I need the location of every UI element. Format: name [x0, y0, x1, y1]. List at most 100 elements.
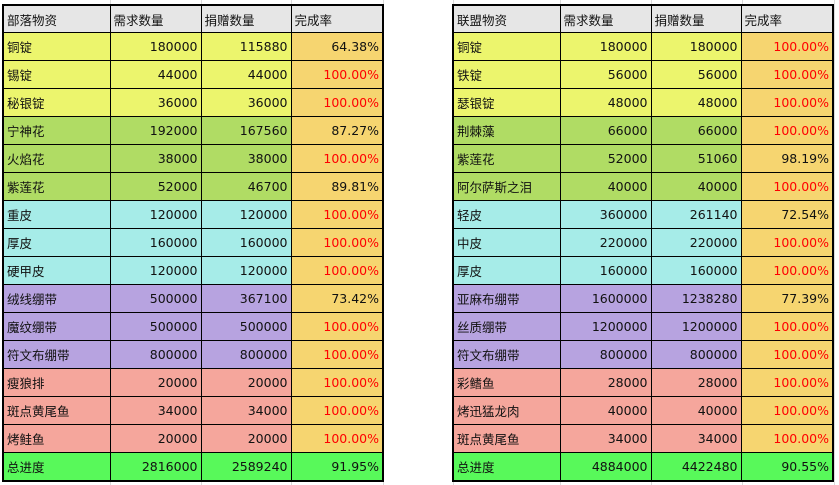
rate-cell[interactable]: 100.00% — [740, 60, 834, 89]
item-name-cell[interactable]: 铁锭 — [452, 60, 561, 89]
demand-cell[interactable]: 52000 — [559, 144, 652, 173]
donated-cell[interactable]: 66000 — [650, 116, 742, 145]
item-name-cell[interactable]: 紫莲花 — [2, 172, 111, 201]
demand-cell[interactable]: 220000 — [559, 228, 652, 257]
demand-cell[interactable]: 180000 — [559, 32, 652, 61]
donated-cell[interactable]: 1238280 — [650, 284, 742, 313]
demand-cell[interactable]: 36000 — [109, 88, 202, 117]
donated-cell[interactable]: 220000 — [650, 228, 742, 257]
item-name-cell[interactable]: 轻皮 — [452, 200, 561, 229]
rate-cell[interactable]: 90.55% — [740, 452, 834, 482]
rate-cell[interactable]: 91.95% — [290, 452, 384, 482]
rate-cell[interactable]: 100.00% — [740, 172, 834, 201]
rate-cell[interactable]: 100.00% — [740, 340, 834, 369]
rate-cell[interactable]: 100.00% — [290, 88, 384, 117]
rate-cell[interactable]: 100.00% — [290, 312, 384, 341]
donated-cell[interactable]: 34000 — [200, 396, 292, 425]
rate-cell[interactable]: 100.00% — [740, 88, 834, 117]
item-name-cell[interactable]: 斑点黄尾鱼 — [2, 396, 111, 425]
demand-cell[interactable]: 40000 — [559, 172, 652, 201]
demand-cell[interactable]: 160000 — [559, 256, 652, 285]
demand-cell[interactable]: 56000 — [559, 60, 652, 89]
item-name-cell[interactable]: 硬甲皮 — [2, 256, 111, 285]
item-name-cell[interactable]: 阿尔萨斯之泪 — [452, 172, 561, 201]
rate-cell[interactable]: 77.39% — [740, 284, 834, 313]
item-name-cell[interactable]: 魔纹绷带 — [2, 312, 111, 341]
demand-cell[interactable]: 20000 — [109, 424, 202, 453]
rate-cell[interactable]: 100.00% — [740, 32, 834, 61]
item-name-cell[interactable]: 符文布绷带 — [2, 340, 111, 369]
donated-cell[interactable]: 115880 — [200, 32, 292, 61]
item-name-cell[interactable]: 厚皮 — [452, 256, 561, 285]
item-name-cell[interactable]: 符文布绷带 — [452, 340, 561, 369]
donated-cell[interactable]: 160000 — [650, 256, 742, 285]
demand-cell[interactable]: 20000 — [109, 368, 202, 397]
column-header[interactable]: 完成率 — [740, 4, 834, 33]
rate-cell[interactable]: 100.00% — [290, 340, 384, 369]
demand-cell[interactable]: 120000 — [109, 200, 202, 229]
rate-cell[interactable]: 100.00% — [290, 60, 384, 89]
item-name-cell[interactable]: 荆棘藻 — [452, 116, 561, 145]
donated-cell[interactable]: 38000 — [200, 144, 292, 173]
demand-cell[interactable]: 500000 — [109, 312, 202, 341]
donated-cell[interactable]: 36000 — [200, 88, 292, 117]
item-name-cell[interactable]: 中皮 — [452, 228, 561, 257]
donated-cell[interactable]: 120000 — [200, 256, 292, 285]
donated-cell[interactable]: 800000 — [200, 340, 292, 369]
item-name-cell[interactable]: 厚皮 — [2, 228, 111, 257]
demand-cell[interactable]: 28000 — [559, 368, 652, 397]
item-name-cell[interactable]: 重皮 — [2, 200, 111, 229]
item-name-cell[interactable]: 绒线绷带 — [2, 284, 111, 313]
item-name-cell[interactable]: 锡锭 — [2, 60, 111, 89]
demand-cell[interactable]: 34000 — [559, 424, 652, 453]
rate-cell[interactable]: 100.00% — [290, 396, 384, 425]
demand-cell[interactable]: 120000 — [109, 256, 202, 285]
donated-cell[interactable]: 2589240 — [200, 452, 292, 482]
rate-cell[interactable]: 100.00% — [290, 256, 384, 285]
demand-cell[interactable]: 160000 — [109, 228, 202, 257]
column-header[interactable]: 需求数量 — [109, 4, 202, 33]
demand-cell[interactable]: 1200000 — [559, 312, 652, 341]
item-name-cell[interactable]: 秘银锭 — [2, 88, 111, 117]
item-name-cell[interactable]: 总进度 — [2, 452, 111, 482]
rate-cell[interactable]: 100.00% — [740, 368, 834, 397]
donated-cell[interactable]: 48000 — [650, 88, 742, 117]
demand-cell[interactable]: 2816000 — [109, 452, 202, 482]
demand-cell[interactable]: 48000 — [559, 88, 652, 117]
item-name-cell[interactable]: 瘦狼排 — [2, 368, 111, 397]
item-name-cell[interactable]: 烤鲑鱼 — [2, 424, 111, 453]
rate-cell[interactable]: 100.00% — [740, 396, 834, 425]
rate-cell[interactable]: 100.00% — [290, 368, 384, 397]
demand-cell[interactable]: 1600000 — [559, 284, 652, 313]
donated-cell[interactable]: 120000 — [200, 200, 292, 229]
donated-cell[interactable]: 367100 — [200, 284, 292, 313]
column-header[interactable]: 完成率 — [290, 4, 384, 33]
rate-cell[interactable]: 100.00% — [740, 424, 834, 453]
rate-cell[interactable]: 100.00% — [290, 144, 384, 173]
item-name-cell[interactable]: 斑点黄尾鱼 — [452, 424, 561, 453]
item-name-cell[interactable]: 铜锭 — [2, 32, 111, 61]
donated-cell[interactable]: 167560 — [200, 116, 292, 145]
item-name-cell[interactable]: 紫莲花 — [452, 144, 561, 173]
demand-cell[interactable]: 192000 — [109, 116, 202, 145]
donated-cell[interactable]: 180000 — [650, 32, 742, 61]
column-header[interactable]: 捐赠数量 — [650, 4, 742, 33]
item-name-cell[interactable]: 总进度 — [452, 452, 561, 482]
donated-cell[interactable]: 261140 — [650, 200, 742, 229]
demand-cell[interactable]: 40000 — [559, 396, 652, 425]
column-header[interactable]: 部落物资 — [2, 4, 111, 33]
item-name-cell[interactable]: 火焰花 — [2, 144, 111, 173]
donated-cell[interactable]: 34000 — [650, 424, 742, 453]
donated-cell[interactable]: 46700 — [200, 172, 292, 201]
column-header[interactable]: 联盟物资 — [452, 4, 561, 33]
item-name-cell[interactable]: 烤迅猛龙肉 — [452, 396, 561, 425]
demand-cell[interactable]: 500000 — [109, 284, 202, 313]
demand-cell[interactable]: 34000 — [109, 396, 202, 425]
item-name-cell[interactable]: 亚麻布绷带 — [452, 284, 561, 313]
donated-cell[interactable]: 4422480 — [650, 452, 742, 482]
demand-cell[interactable]: 44000 — [109, 60, 202, 89]
donated-cell[interactable]: 44000 — [200, 60, 292, 89]
rate-cell[interactable]: 100.00% — [740, 312, 834, 341]
donated-cell[interactable]: 1200000 — [650, 312, 742, 341]
rate-cell[interactable]: 100.00% — [290, 228, 384, 257]
